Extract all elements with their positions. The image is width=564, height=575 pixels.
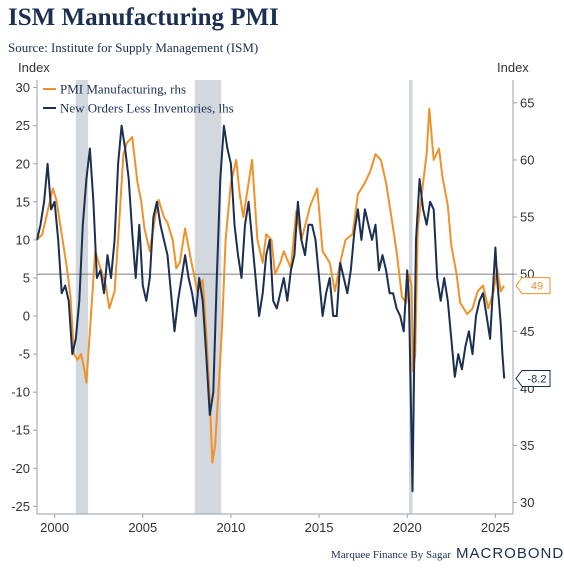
end-label-pmi: 49 <box>531 281 543 293</box>
end-tag-orders <box>515 369 551 387</box>
end-label-orders: -8.2 <box>528 373 547 385</box>
x-tick-label: 2010 <box>216 520 245 535</box>
left-tick-label: 25 <box>16 118 30 133</box>
legend-label-orders: New Orders Less Inventories, lhs <box>60 101 234 116</box>
pmi-manufacturing-line <box>36 107 506 464</box>
left-tick-label: -10 <box>11 385 30 400</box>
left-tick-label: 30 <box>16 80 30 95</box>
right-tick-label: 45 <box>520 324 534 339</box>
macrobond-logo: MACROBOND <box>456 545 564 562</box>
x-tick-label: 2020 <box>393 520 422 535</box>
x-tick-label: 2025 <box>481 520 510 535</box>
chart-subtitle: Source: Institute for Supply Management … <box>8 40 259 55</box>
x-tick-label: 2015 <box>305 520 334 535</box>
right-tick-label: 30 <box>520 495 534 510</box>
recession-band <box>194 80 222 514</box>
left-tick-label: 10 <box>16 232 30 247</box>
end-labels: 49 -8.2 <box>515 277 551 387</box>
right-tick-label: 65 <box>520 95 534 110</box>
right-tick-label: 60 <box>520 152 534 167</box>
left-tick-label: 15 <box>16 194 30 209</box>
left-tick-label: -15 <box>11 423 30 438</box>
end-tag-pmi <box>515 277 551 295</box>
plot-frame <box>36 80 514 515</box>
chart-title: ISM Manufacturing PMI <box>8 4 279 31</box>
left-tick-label: 20 <box>16 156 30 171</box>
x-tick-label: 2000 <box>40 520 69 535</box>
right-tick-label: 55 <box>520 210 534 225</box>
new-orders-less-inventories-line <box>36 124 506 493</box>
series-lines <box>36 107 506 493</box>
left-tick-label: -20 <box>11 461 30 476</box>
left-tick-label: -25 <box>11 499 30 514</box>
right-tick-label: 35 <box>520 438 534 453</box>
left-tick-label: 0 <box>23 309 30 324</box>
recession-band <box>75 80 89 514</box>
legend-label-pmi: PMI Manufacturing, rhs <box>60 82 186 97</box>
axes: -25-20-15-10-505101520253030354045505560… <box>11 60 534 535</box>
left-tick-label: 5 <box>23 270 30 285</box>
left-axis-title: Index <box>18 60 50 75</box>
right-axis-title: Index <box>497 60 529 75</box>
footer-source: Marquee Finance By Sagar <box>331 549 452 561</box>
left-tick-label: -5 <box>18 347 30 362</box>
recession-band <box>408 80 413 514</box>
x-tick-label: 2005 <box>128 520 157 535</box>
legend: PMI Manufacturing, rhs New Orders Less In… <box>43 82 234 116</box>
